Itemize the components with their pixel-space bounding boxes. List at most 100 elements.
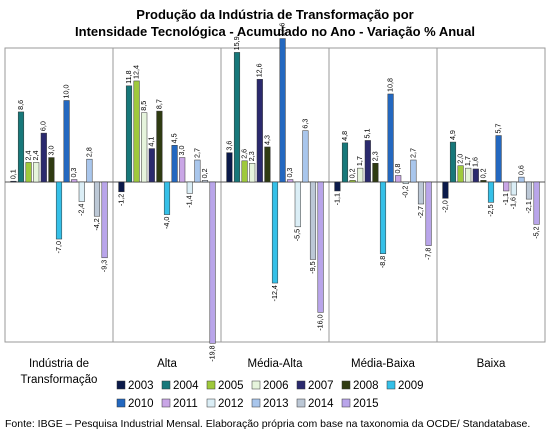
data-label-2007-0: 6,0 <box>39 121 48 131</box>
legend-label-2014: 2014 <box>308 398 334 410</box>
data-label-2010-3: 10,8 <box>386 78 395 92</box>
data-label-2004-3: 4,8 <box>340 131 349 141</box>
bar-2010-0 <box>63 100 70 183</box>
legend: 2003 2004 2005 2006 2007 2008 2009 2010 2011 2012… <box>116 380 424 410</box>
bar-2004-0 <box>17 111 25 183</box>
bar-2005-3 <box>349 180 356 183</box>
bar-2004-2 <box>233 52 241 183</box>
legend-label-2011: 2011 <box>173 398 198 410</box>
legend-swatch-2012 <box>206 398 216 408</box>
bar-2012-1 <box>186 181 193 194</box>
legend-label-2003: 2003 <box>128 380 154 392</box>
data-label-2010-2: 17,6 <box>278 23 287 37</box>
bar-2003-4 <box>442 181 449 199</box>
data-label-2006-1: 8,5 <box>139 101 148 111</box>
category-label-3-0: Média-Baixa <box>351 358 416 370</box>
bar-2005-2 <box>241 160 248 183</box>
category-label-2-0: Média-Alta <box>248 358 304 370</box>
bar-2010-1 <box>171 145 178 183</box>
bar-2013-3 <box>410 159 417 183</box>
bar-2004-3 <box>341 142 349 183</box>
bar-2010-3 <box>387 93 394 183</box>
data-label-2003-1: -1,2 <box>116 194 125 206</box>
legend-label-2012: 2012 <box>218 398 244 410</box>
chart-title: Produção da Indústria de Transformação p… <box>0 6 550 40</box>
bar-2014-2 <box>309 181 317 260</box>
data-label-2010-0: 10,0 <box>62 85 71 99</box>
data-label-2005-2: 2,6 <box>240 149 249 159</box>
legend-label-2010: 2010 <box>128 398 154 410</box>
category-labels: Indústria de Transformação Alta Média-Alta M… <box>21 358 506 386</box>
bar-2007-0 <box>40 132 47 183</box>
legend-swatch-2009 <box>386 380 396 390</box>
bar-2014-1 <box>201 180 209 183</box>
legend-swatch-2007 <box>296 380 306 390</box>
legend-swatch-2006 <box>251 380 261 390</box>
legend-label-2015: 2015 <box>353 398 379 410</box>
data-label-2005-3: 0,2 <box>348 168 357 178</box>
data-label-2009-3: -8,8 <box>378 256 387 268</box>
bar-2007-2 <box>256 79 263 183</box>
data-label-2015-4: -5,2 <box>532 226 541 238</box>
source-note: Fonte: IBGE – Pesquisa Industrial Mensal… <box>5 418 531 430</box>
data-label-2013-0: 2,8 <box>84 147 93 157</box>
data-label-2007-1: 4,1 <box>147 137 156 147</box>
bar-2005-0 <box>25 162 32 183</box>
bar-2008-3 <box>372 163 379 183</box>
legend-label-2007: 2007 <box>308 380 334 392</box>
bar-2007-3 <box>364 140 371 183</box>
bar-2015-0 <box>101 181 108 259</box>
legend-label-2009: 2009 <box>398 380 424 392</box>
bar-2006-4 <box>465 167 472 183</box>
bar-2013-0 <box>86 158 93 183</box>
bar-2013-4 <box>518 176 525 183</box>
data-label-2005-0: 2,4 <box>24 150 33 160</box>
data-label-2013-1: 2,7 <box>192 148 201 158</box>
data-labels: 0,1 -1,2 3,6 -1,1 -2,0 8,6 11,8 15,9 4,8 4,9 2,4 12… <box>8 23 540 362</box>
bar-2011-1 <box>179 157 186 183</box>
data-label-2015-0: -9,3 <box>100 260 109 272</box>
data-label-2010-4: 5,7 <box>494 124 503 134</box>
bar-2008-2 <box>264 146 271 183</box>
bar-2003-2 <box>226 152 233 183</box>
bar-2006-2 <box>249 163 256 183</box>
bar-2015-4 <box>533 181 540 225</box>
bar-2005-1 <box>133 80 140 183</box>
bar-2008-0 <box>48 157 55 183</box>
legend-swatch-2005 <box>206 380 216 390</box>
bar-2006-1 <box>141 112 148 183</box>
bar-2005-4 <box>457 165 464 183</box>
legend-swatch-2011 <box>161 398 171 408</box>
category-label-0-1: Transformação <box>21 374 98 386</box>
data-label-2003-2: 3,6 <box>224 141 233 151</box>
bar-2011-4 <box>503 181 510 192</box>
bar-2012-0 <box>78 181 85 202</box>
bar-2006-3 <box>357 167 364 183</box>
bar-2013-1 <box>194 159 201 183</box>
data-label-2003-4: -2,0 <box>440 200 449 212</box>
data-label-2014-1: 0,2 <box>200 168 209 178</box>
bar-2014-4 <box>525 181 533 200</box>
category-label-0-0: Indústria de <box>29 358 89 370</box>
data-label-2011-4: -1,1 <box>501 193 510 205</box>
bar-2007-4 <box>472 168 479 183</box>
legend-swatch-2004 <box>161 380 171 390</box>
data-label-2009-2: -12,4 <box>270 285 279 301</box>
bar-2013-2 <box>302 130 309 183</box>
data-label-2015-3: -7,8 <box>424 248 433 260</box>
bar-2009-4 <box>487 181 495 203</box>
bar-2009-1 <box>163 181 171 215</box>
data-label-2015-1: -19,8 <box>208 345 217 361</box>
data-label-2013-2: 6,3 <box>300 119 309 129</box>
data-label-2008-4: 0,2 <box>478 168 487 178</box>
data-label-2011-1: 3,0 <box>177 146 186 156</box>
category-label-4-0: Baixa <box>477 358 506 370</box>
legend-swatch-2015 <box>341 398 351 408</box>
data-label-2004-2: 15,9 <box>232 36 241 50</box>
bar-2014-3 <box>417 181 425 205</box>
data-label-2014-4: -2,1 <box>524 201 533 213</box>
bar-2003-3 <box>334 181 341 192</box>
data-label-2015-2: -16,0 <box>316 314 325 330</box>
legend-label-2013: 2013 <box>263 398 289 410</box>
data-label-2010-1: 4,5 <box>170 133 179 143</box>
